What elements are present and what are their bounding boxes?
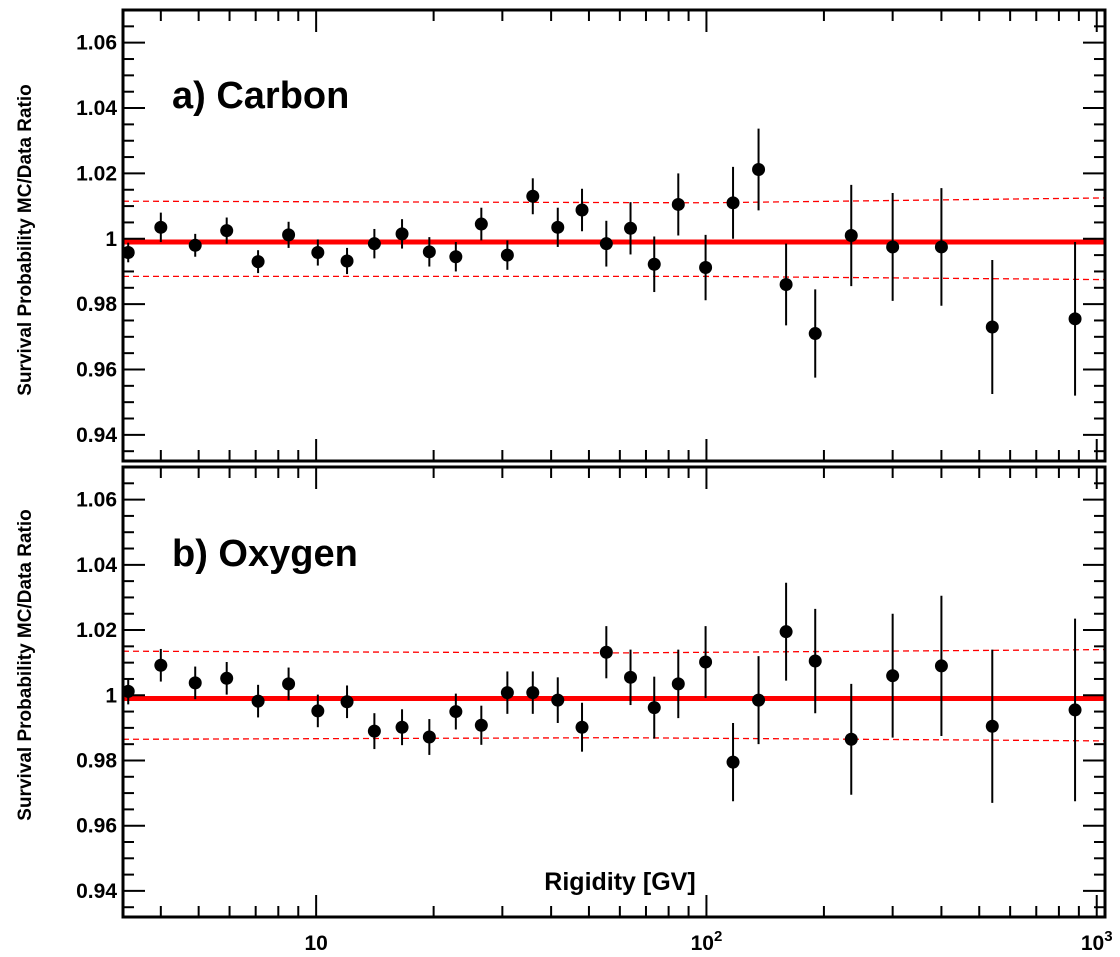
y-tick-label: 0.98 bbox=[76, 749, 117, 772]
y-tick-label: 0.96 bbox=[76, 815, 117, 838]
plot-frame bbox=[121, 8, 1107, 463]
data-point bbox=[779, 278, 793, 292]
data-point bbox=[422, 245, 436, 259]
data-point bbox=[985, 320, 999, 334]
y-tick-label: 1.04 bbox=[76, 97, 117, 120]
data-point bbox=[340, 254, 354, 268]
data-point bbox=[449, 705, 463, 719]
data-point bbox=[726, 755, 740, 769]
data-point bbox=[599, 237, 613, 251]
y-tick-label: 0.98 bbox=[76, 293, 117, 316]
data-point bbox=[251, 255, 265, 269]
x-axis-label: Rigidity [GV] bbox=[544, 868, 695, 896]
data-point bbox=[500, 248, 514, 262]
data-point bbox=[779, 625, 793, 639]
panel-carbon: Survival Probability MC/Data Ratio a) Ca… bbox=[15, 8, 1107, 463]
data-point bbox=[474, 217, 488, 231]
y-tick-label: 1.06 bbox=[76, 489, 117, 512]
data-point bbox=[647, 257, 661, 271]
y-tick-label: 1 bbox=[105, 684, 117, 707]
data-point bbox=[551, 693, 565, 707]
data-point bbox=[154, 220, 168, 234]
data-point bbox=[551, 220, 565, 234]
y-tick-label: 0.96 bbox=[76, 358, 117, 381]
data-point bbox=[121, 245, 135, 259]
data-point bbox=[599, 645, 613, 659]
y-tick-label: 1.06 bbox=[76, 32, 117, 55]
data-point bbox=[671, 677, 685, 691]
data-point bbox=[282, 228, 296, 242]
band-upper-line bbox=[122, 197, 1106, 204]
data-point bbox=[844, 229, 858, 242]
x-tick-label: 10 bbox=[304, 932, 327, 955]
data-point bbox=[188, 676, 202, 690]
data-point bbox=[395, 227, 409, 241]
band-lower-line bbox=[123, 275, 1106, 281]
data-point bbox=[726, 196, 740, 210]
y-tick-label: 1 bbox=[105, 228, 117, 251]
y-tick-label: 0.94 bbox=[76, 424, 117, 447]
data-point bbox=[154, 658, 168, 672]
y-tick-label: 1.02 bbox=[76, 619, 117, 642]
data-point bbox=[282, 677, 296, 691]
data-point bbox=[647, 701, 661, 715]
y-tick-label: 0.94 bbox=[76, 880, 117, 903]
data-point bbox=[699, 261, 713, 275]
data-point bbox=[752, 693, 766, 707]
panel-label-oxygen: b) Oxygen bbox=[172, 533, 358, 575]
data-point bbox=[985, 719, 999, 733]
data-point bbox=[934, 240, 948, 254]
data-point bbox=[1068, 703, 1082, 717]
data-point bbox=[367, 237, 381, 251]
data-point bbox=[500, 686, 514, 700]
panel-oxygen: Survival Probability MC/Data Ratio b) Ox… bbox=[15, 465, 1113, 955]
data-point bbox=[340, 695, 354, 709]
data-point bbox=[752, 162, 766, 176]
data-point bbox=[671, 197, 685, 211]
panel-label-carbon: a) Carbon bbox=[172, 75, 349, 117]
data-point bbox=[422, 730, 436, 744]
data-point bbox=[188, 238, 202, 252]
data-point bbox=[808, 654, 822, 668]
data-point bbox=[449, 250, 463, 264]
data-point bbox=[220, 224, 234, 238]
band-upper-line bbox=[122, 648, 1106, 654]
y-axis-label-bottom: Survival Probability MC/Data Ratio bbox=[15, 509, 36, 820]
y-axis-label-top: Survival Probability MC/Data Ratio bbox=[15, 84, 36, 395]
data-point bbox=[395, 720, 409, 734]
data-point bbox=[624, 221, 638, 235]
data-point bbox=[699, 655, 713, 669]
data-point bbox=[526, 686, 540, 700]
data-point bbox=[311, 704, 325, 718]
data-point bbox=[844, 732, 858, 746]
data-point bbox=[934, 659, 948, 673]
x-tick-label: 103 bbox=[1081, 928, 1113, 955]
data-point bbox=[474, 718, 488, 732]
data-point bbox=[220, 671, 234, 685]
data-point bbox=[886, 669, 900, 683]
y-tick-label: 1.04 bbox=[76, 554, 117, 577]
data-point bbox=[251, 694, 265, 708]
data-point bbox=[121, 684, 135, 698]
data-point bbox=[367, 724, 381, 738]
data-point bbox=[1068, 312, 1082, 326]
data-point bbox=[624, 670, 638, 684]
data-point bbox=[311, 245, 325, 259]
data-point bbox=[526, 189, 540, 203]
band-lower-line bbox=[122, 737, 1106, 742]
data-point bbox=[886, 240, 900, 254]
data-point bbox=[808, 327, 822, 341]
data-point bbox=[575, 720, 589, 734]
data-point bbox=[575, 203, 589, 217]
y-tick-label: 1.02 bbox=[76, 162, 117, 185]
x-tick-label: 102 bbox=[691, 928, 723, 955]
